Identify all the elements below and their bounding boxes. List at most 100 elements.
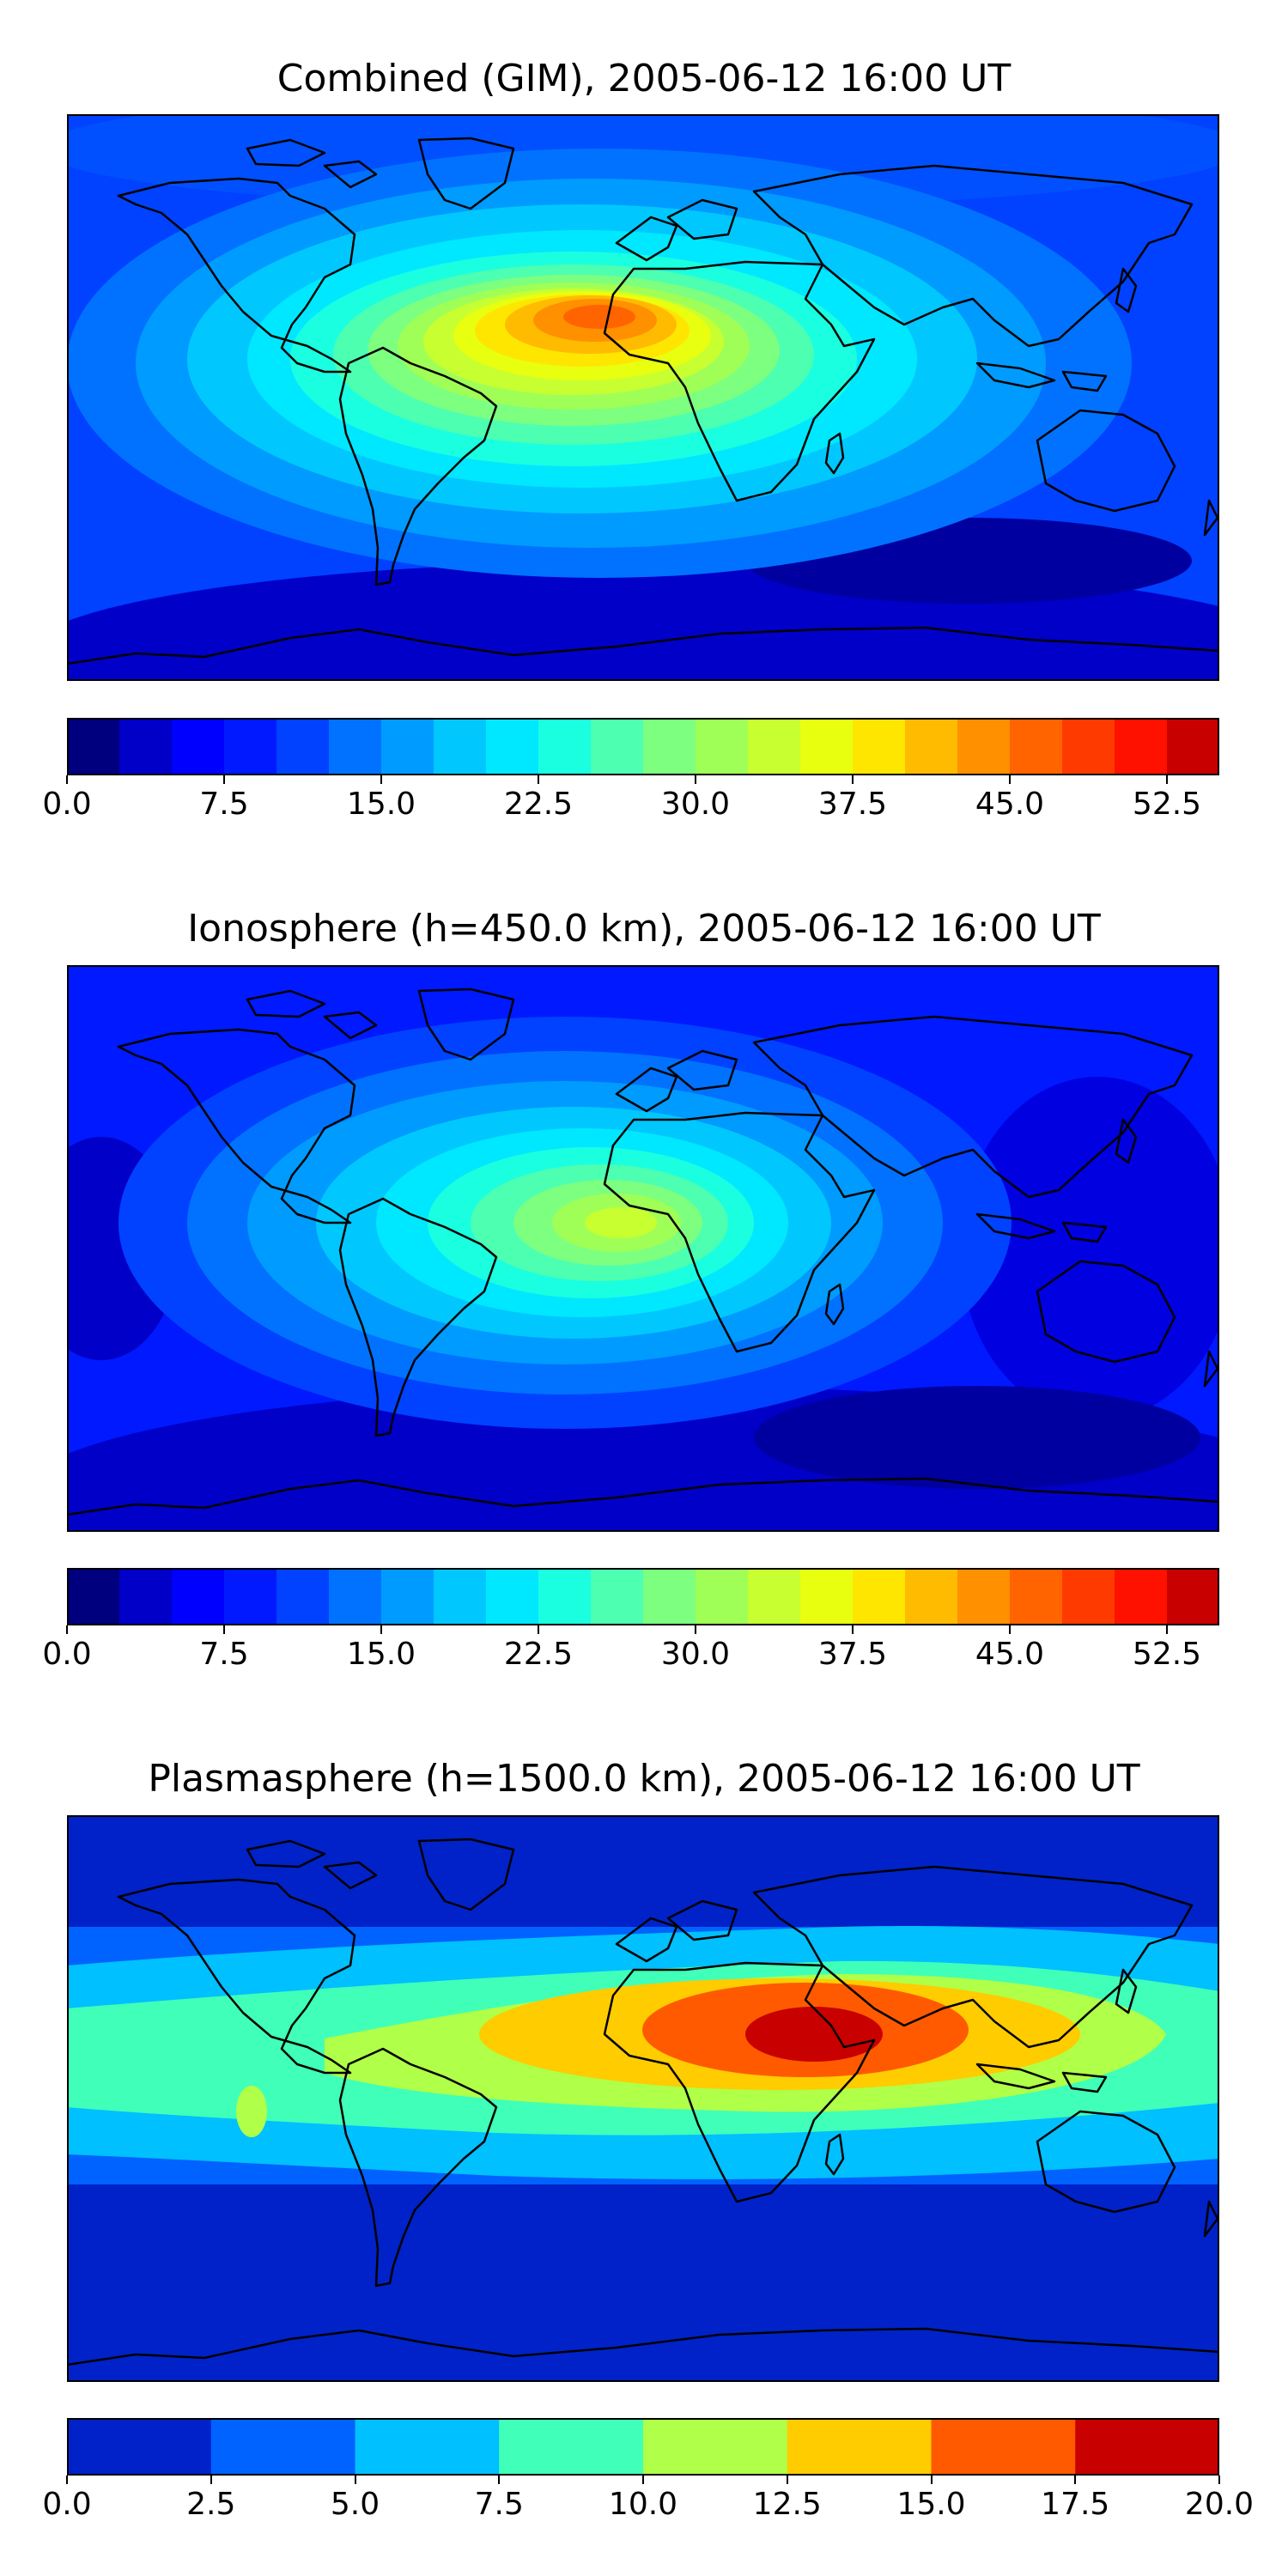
colorbar-segment (931, 2418, 1076, 2476)
colorbar-segment (276, 1568, 330, 1625)
colorbar-segment (1010, 718, 1063, 775)
colorbar-tick (852, 1625, 854, 1634)
colorbar-tick (223, 775, 225, 784)
colorbar-segment (1115, 718, 1168, 775)
colorbar-tick (695, 775, 696, 784)
colorbar-tick (1166, 775, 1168, 784)
colorbar-segment (1167, 718, 1219, 775)
colorbar-tick-label: 7.5 (474, 2487, 524, 2522)
colorbar-tick-label: 15.0 (346, 787, 416, 822)
colorbar-segment (381, 718, 434, 775)
colorbar-tick-label: 22.5 (503, 787, 574, 822)
colorbar-segment (67, 1568, 120, 1625)
panel-title-plasmasphere: Plasmasphere (h=1500.0 km), 2005-06-12 1… (148, 1757, 1140, 1801)
colorbar-tick (538, 775, 539, 784)
colorbar-segment (853, 1568, 906, 1625)
colorbar-segment (119, 1568, 173, 1625)
colorbar-tick-label: 37.5 (817, 1637, 888, 1672)
colorbar-segment (538, 1568, 592, 1625)
colorbar-segment (329, 1568, 382, 1625)
colorbar-tick-label: 37.5 (817, 787, 888, 822)
colorbar-segment (787, 2418, 932, 2476)
colorbar-tick (380, 775, 382, 784)
colorbar-tick-label: 52.5 (1132, 1637, 1202, 1672)
colorbar-tick-label: 52.5 (1132, 787, 1202, 822)
colorbar-segment (1062, 718, 1115, 775)
colorbar-segment (172, 718, 225, 775)
colorbar-segment (224, 1568, 277, 1625)
colorbar-ionosphere (67, 1568, 1219, 1625)
colorbar-tick (380, 1625, 382, 1634)
colorbar-segment (591, 1568, 644, 1625)
colorbar-segment (172, 1568, 225, 1625)
colorbar-segment (643, 718, 696, 775)
colorbar-tick-label: 45.0 (975, 1637, 1045, 1672)
colorbar-tick (852, 775, 854, 784)
colorbar-segment (434, 718, 487, 775)
map-ionosphere (67, 965, 1219, 1532)
colorbar-segment (800, 718, 854, 775)
colorbar-segment (643, 2418, 788, 2476)
colorbar-segment (696, 1568, 749, 1625)
colorbar-tick-label: 5.0 (330, 2487, 380, 2522)
colorbar-plasmasphere (67, 2418, 1219, 2476)
colorbar-tick-label: 22.5 (503, 1637, 574, 1672)
panel-title-ionosphere: Ionosphere (h=450.0 km), 2005-06-12 16:0… (187, 907, 1101, 951)
colorbar-tick-label: 0.0 (42, 1637, 92, 1672)
colorbar-tick (354, 2476, 356, 2484)
colorbar-tick-label: 15.0 (346, 1637, 416, 1672)
colorbar-tick (1166, 1625, 1168, 1634)
colorbar-segment (1062, 1568, 1115, 1625)
colorbar-tick-label: 30.0 (660, 787, 731, 822)
colorbar-segment (381, 1568, 434, 1625)
map-combined (67, 114, 1219, 681)
colorbar-segment (643, 1568, 696, 1625)
colorbar-tick-label: 20.0 (1184, 2487, 1255, 2522)
colorbar-ticks-ionosphere: 0.0 7.5 15.0 22.5 30.0 37.5 45.0 52.5 (42, 1625, 1219, 1677)
panel-title-combined: Combined (GIM), 2005-06-12 16:00 UT (276, 57, 1012, 100)
colorbar-tick (210, 2476, 212, 2484)
colorbar-tick-label: 30.0 (660, 1637, 731, 1672)
colorbar-segment (67, 2418, 212, 2476)
colorbar-tick (930, 2476, 933, 2484)
colorbar-border (67, 2418, 1219, 2476)
colorbar-segment (67, 718, 120, 775)
colorbar-tick-label: 2.5 (186, 2487, 236, 2522)
colorbar-tick (498, 2476, 501, 2484)
colorbar-segment (119, 718, 173, 775)
colorbar-tick-label: 0.0 (42, 2487, 92, 2522)
colorbar-segment (800, 1568, 854, 1625)
colorbar-ticks-combined: 0.0 7.5 15.0 22.5 30.0 37.5 45.0 52.5 (42, 775, 1219, 827)
colorbar-segment (486, 718, 539, 775)
colorbar-segment (210, 2418, 355, 2476)
colorbar-segment (1167, 1568, 1219, 1625)
colorbar-segment (853, 718, 906, 775)
colorbar-segment (905, 718, 958, 775)
colorbar-border (67, 1568, 1219, 1625)
colorbar-tick (1218, 2476, 1220, 2484)
colorbar-segment (905, 1568, 958, 1625)
map-plasmasphere (67, 1815, 1219, 2382)
colorbar-tick-label: 12.5 (752, 2487, 822, 2522)
colorbar-tick-label: 15.0 (896, 2487, 966, 2522)
colorbar-segment (1010, 1568, 1063, 1625)
colorbar-segment (696, 718, 749, 775)
colorbar-tick (66, 775, 68, 784)
colorbar-tick-label: 0.0 (42, 787, 92, 822)
colorbar-tick-label: 7.5 (199, 787, 249, 822)
colorbar-segment (1075, 2418, 1219, 2476)
colorbar-segment (957, 1568, 1011, 1625)
colorbar-tick-label: 7.5 (199, 1637, 249, 1672)
colorbar-tick (642, 2476, 644, 2484)
colorbar-segment (957, 718, 1011, 775)
colorbar-tick (786, 2476, 788, 2484)
colorbar-tick (1074, 2476, 1077, 2484)
colorbar-tick-label: 10.0 (608, 2487, 678, 2522)
colorbar-segment (434, 1568, 487, 1625)
colorbar-border (67, 718, 1219, 775)
colorbar-tick (223, 1625, 225, 1634)
colorbar-segment (1115, 1568, 1168, 1625)
colorbar-segment (329, 718, 382, 775)
colorbar-tick (1009, 775, 1011, 784)
colorbar-ticks-plasmasphere: 0.0 2.5 5.0 7.5 10.0 12.5 15.0 17.5 20.0 (42, 2476, 1254, 2527)
